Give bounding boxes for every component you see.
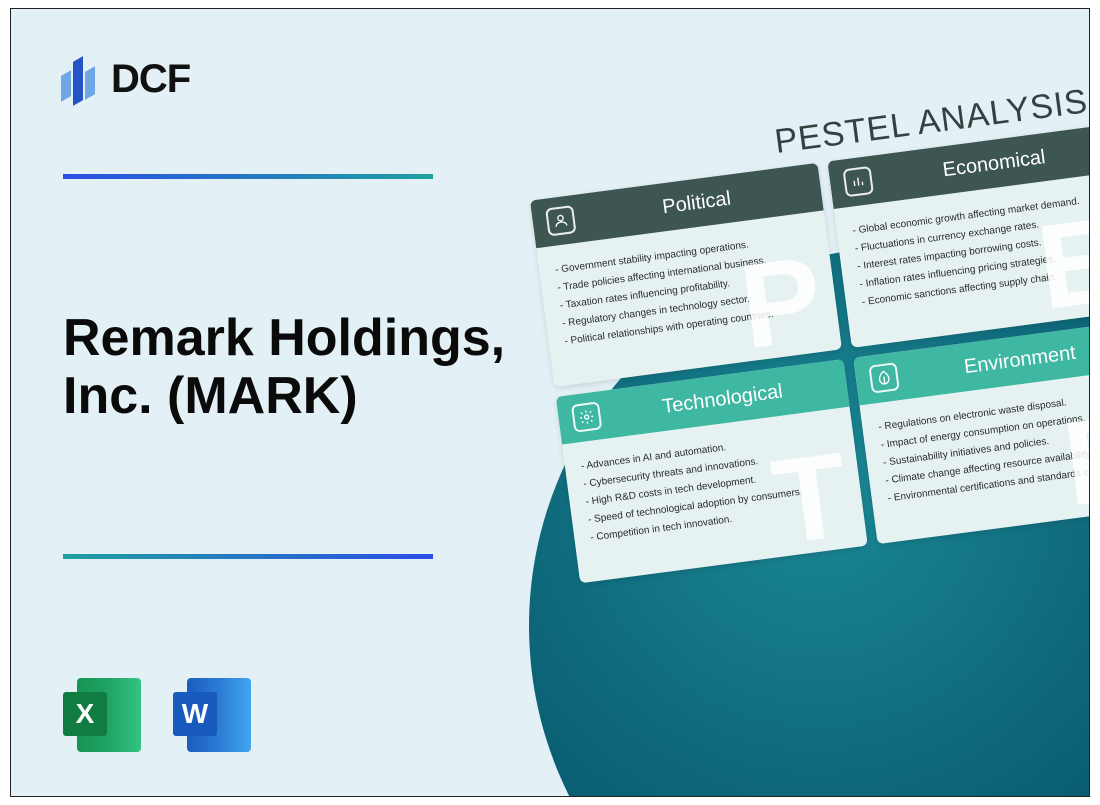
- user-icon: [545, 205, 576, 236]
- pestel-board: PESTEL ANALYSIS Political P - Government…: [524, 79, 1090, 583]
- brand-name: DCF: [111, 57, 190, 102]
- logo-mark-icon: [61, 49, 101, 109]
- leaf-icon: [868, 362, 899, 393]
- divider-top: [63, 174, 433, 179]
- slide-canvas: DCF Remark Holdings, Inc. (MARK) X W PES…: [10, 8, 1090, 797]
- word-letter: W: [173, 692, 217, 736]
- pestel-card-economical: Economical E - Global economic growth af…: [827, 124, 1090, 348]
- pestel-grid: Political P - Government stability impac…: [530, 124, 1090, 584]
- pestel-card-technological: Technological T - Advances in AI and aut…: [556, 359, 868, 583]
- divider-bottom: [63, 554, 433, 559]
- pestel-card-environment: Environment E - Regulations on electroni…: [853, 320, 1090, 544]
- pestel-card-political: Political P - Government stability impac…: [530, 163, 842, 387]
- gear-icon: [571, 401, 602, 432]
- brand-logo: DCF: [61, 49, 190, 109]
- file-icons-row: X W: [63, 672, 259, 758]
- word-icon[interactable]: W: [173, 672, 259, 758]
- excel-letter: X: [63, 692, 107, 736]
- page-title: Remark Holdings, Inc. (MARK): [63, 309, 563, 425]
- bars-icon: [843, 166, 874, 197]
- excel-icon[interactable]: X: [63, 672, 149, 758]
